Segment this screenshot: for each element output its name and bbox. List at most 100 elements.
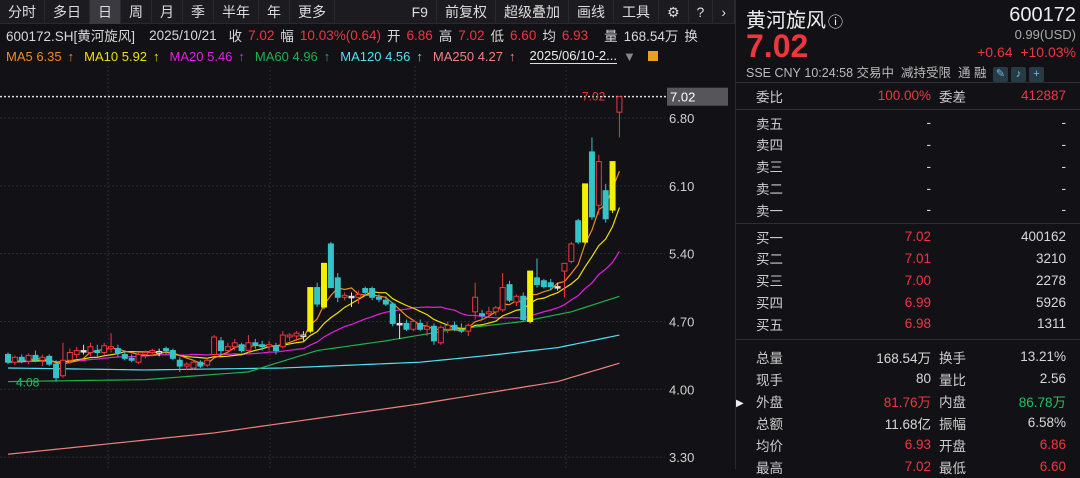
candle-body bbox=[375, 296, 382, 300]
candle bbox=[458, 323, 465, 334]
gear-icon[interactable]: ⚙ bbox=[659, 0, 689, 24]
level-price: 7.02 bbox=[904, 229, 931, 245]
bids-row: 买一 7.02 400162 bbox=[736, 226, 1080, 248]
tab-7[interactable]: 年 bbox=[259, 0, 290, 24]
y-tick-label: 5.40 bbox=[669, 247, 694, 262]
ratio-label: 委比 bbox=[756, 89, 783, 105]
chevron-right-icon[interactable]: › bbox=[713, 0, 735, 24]
toolbar-button-4[interactable]: 工具 bbox=[614, 0, 659, 24]
low-label: 低 bbox=[490, 29, 505, 44]
toolbar-button-3[interactable]: 画线 bbox=[569, 0, 614, 24]
dropdown-icon[interactable]: ▼ bbox=[622, 48, 636, 64]
connect-tag: 通 bbox=[957, 66, 971, 80]
lock-icon[interactable] bbox=[647, 51, 658, 61]
candlestick-chart[interactable]: 6.80 6.10 5.40 4.70 4.00 3.30 7.02 7.02 4.08 bbox=[0, 66, 735, 469]
stat-label: 内盘 bbox=[939, 394, 966, 410]
info-icon[interactable]: ⓘ bbox=[828, 14, 844, 31]
candle-body bbox=[183, 363, 190, 367]
candle-body bbox=[520, 295, 527, 321]
tab-8[interactable]: 更多 bbox=[290, 0, 335, 24]
candle-body bbox=[59, 359, 66, 377]
toolbar-button-2[interactable]: 超级叠加 bbox=[496, 0, 569, 24]
candle bbox=[163, 346, 170, 355]
candle bbox=[588, 137, 595, 220]
tab-2[interactable]: 日 bbox=[90, 0, 121, 24]
candle bbox=[183, 362, 190, 370]
quote-panel: 黄河旋风 ⓘ 600172 0.99(USD) 7.02 +0.64 +10.03… bbox=[735, 0, 1080, 476]
date-range-selector[interactable]: 2025/06/10-2... bbox=[529, 48, 617, 64]
usd-price: 0.99(USD) bbox=[1014, 27, 1076, 42]
candle-body bbox=[176, 359, 183, 367]
candle-body bbox=[32, 354, 39, 361]
restriction-tag: 减持受限 bbox=[901, 66, 952, 80]
candle bbox=[533, 258, 540, 288]
candle bbox=[513, 294, 520, 306]
stock-name: 黄河旋风 bbox=[746, 10, 826, 32]
toolbar-button-0[interactable]: F9 bbox=[404, 0, 437, 24]
toolbar: 分时 多日日周月季半年年更多 F9 前复权 超级叠加 画线 工具 ⚙ ? › bbox=[0, 0, 735, 24]
collapse-panel-icon[interactable]: ▶ bbox=[736, 398, 744, 409]
candle-body bbox=[259, 344, 266, 348]
toolbar-button-1[interactable]: 前复权 bbox=[437, 0, 496, 24]
candle-body bbox=[444, 324, 451, 330]
tab-4[interactable]: 月 bbox=[152, 0, 183, 24]
level-price: 6.98 bbox=[904, 316, 931, 332]
level-label: 买二 bbox=[756, 252, 783, 268]
margin-tag: 融 bbox=[973, 66, 987, 80]
candle-body bbox=[66, 351, 73, 361]
max-price-label: 7.02 bbox=[582, 90, 606, 104]
candle-body bbox=[540, 280, 547, 288]
stat-label: 最低 bbox=[939, 460, 966, 476]
candle bbox=[190, 360, 197, 370]
level-volume: 5926 bbox=[1035, 294, 1066, 310]
open-value: 6.86 bbox=[406, 27, 433, 43]
candle-body bbox=[5, 353, 11, 363]
candle-body bbox=[190, 361, 197, 369]
pencil-icon[interactable]: ✎ bbox=[992, 67, 1008, 82]
candle bbox=[224, 342, 231, 355]
candle bbox=[25, 353, 32, 365]
candle-body bbox=[149, 350, 156, 353]
candle-body bbox=[568, 243, 575, 262]
quote-header: 黄河旋风 ⓘ 600172 0.99(USD) 7.02 +0.64 +10.03… bbox=[736, 0, 1080, 82]
candle bbox=[94, 344, 101, 357]
stat-label: 最高 bbox=[756, 460, 783, 476]
tab-5[interactable]: 季 bbox=[183, 0, 214, 24]
stat-value: 13.21% bbox=[1020, 349, 1066, 365]
ma120-line bbox=[7, 334, 620, 371]
last-price: 7.02 bbox=[746, 28, 809, 64]
tab-1[interactable]: 多日 bbox=[45, 0, 90, 24]
tab-0[interactable]: 分时 bbox=[0, 0, 45, 24]
candle bbox=[5, 352, 11, 365]
last-price-tag-label: 7.02 bbox=[670, 90, 695, 105]
candle bbox=[437, 325, 444, 345]
tab-6[interactable]: 半年 bbox=[214, 0, 259, 24]
tab-3[interactable]: 周 bbox=[121, 0, 152, 24]
bell-icon[interactable]: ♪ bbox=[1010, 67, 1026, 82]
candle bbox=[568, 242, 575, 264]
candle-body bbox=[595, 161, 602, 206]
level-volume: 1311 bbox=[1036, 316, 1066, 332]
candle-body bbox=[211, 336, 218, 355]
stat-row: 最高 7.02 最低 6.60 bbox=[736, 456, 1080, 478]
ma-legend-item: MA60 4.96 bbox=[254, 48, 318, 64]
candle bbox=[128, 354, 135, 363]
candle bbox=[451, 321, 458, 332]
plus-icon[interactable]: + bbox=[1028, 67, 1044, 82]
candle-body bbox=[204, 359, 211, 366]
candle bbox=[561, 262, 568, 298]
level-label: 卖三 bbox=[756, 160, 783, 176]
y-tick-label: 4.70 bbox=[669, 314, 694, 329]
level-price: - bbox=[926, 115, 932, 131]
currency: CNY bbox=[774, 66, 801, 80]
help-icon[interactable]: ? bbox=[689, 0, 714, 24]
arrow-up-icon: ↑ bbox=[416, 48, 423, 64]
candle-body bbox=[272, 346, 279, 352]
date: 2025/10/21 bbox=[149, 27, 217, 43]
arrow-up-icon: ↑ bbox=[67, 48, 75, 64]
candle-body bbox=[403, 322, 410, 330]
stat-value: 86.78万 bbox=[1018, 394, 1066, 410]
level-price: - bbox=[926, 158, 932, 174]
level-volume: - bbox=[1061, 180, 1067, 196]
y-tick-label: 6.10 bbox=[669, 179, 694, 194]
